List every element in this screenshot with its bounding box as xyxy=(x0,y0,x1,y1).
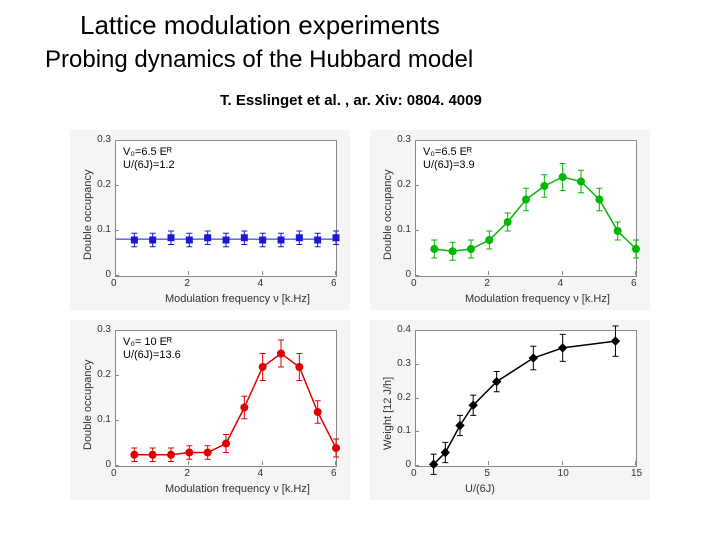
y-tick: 0.2 xyxy=(97,369,111,380)
x-tick: 4 xyxy=(258,278,264,289)
slide-subtitle: Probing dynamics of the Hubbard model xyxy=(45,46,473,74)
attribution-text: T. Esslinget et al. , ar. Xiv: 0804. 400… xyxy=(220,92,482,109)
chart-panel-top_right: Double occupancy Modulation frequency ν [… xyxy=(370,130,650,310)
y-axis-label: Weight [12 J/h] xyxy=(382,377,394,450)
x-tick: 0 xyxy=(411,468,417,479)
figure-area: Double occupancy Modulation frequency ν [… xyxy=(70,130,650,510)
y-tick: 0.1 xyxy=(397,425,411,436)
chart-panel-bottom_left: Double occupancy Modulation frequency ν [… xyxy=(70,320,350,500)
x-tick: 0 xyxy=(111,468,117,479)
panel-inset-text: V₀=6.5 EᴿU/(6J)=1.2 xyxy=(123,146,175,172)
y-tick: 0.2 xyxy=(397,179,411,190)
x-tick: 4 xyxy=(258,468,264,479)
y-tick: 0.2 xyxy=(397,392,411,403)
y-tick: 0 xyxy=(405,459,411,470)
x-axis-label: Modulation frequency ν [k.Hz] xyxy=(465,293,610,305)
y-axis-label: Double occupancy xyxy=(82,169,94,260)
y-tick: 0.2 xyxy=(97,179,111,190)
y-axis-label: Double occupancy xyxy=(382,169,394,260)
x-tick: 15 xyxy=(631,468,642,479)
y-tick: 0.4 xyxy=(397,324,411,335)
y-tick: 0.3 xyxy=(97,134,111,145)
chart-panel-bottom_right: Weight [12 J/h] U/(6J) 0 5 10 15 0 0.1 0.2 0.3 0.4 xyxy=(370,320,650,500)
slide-title: Lattice modulation experiments xyxy=(80,10,440,41)
y-tick: 0.1 xyxy=(97,224,111,235)
panel-inset-text: V₀=6.5 EᴿU/(6J)=3.9 xyxy=(423,146,475,172)
panel-inset-text: V₀= 10 EᴿU/(6J)=13.6 xyxy=(123,336,181,362)
y-tick: 0 xyxy=(105,459,111,470)
x-axis-label: U/(6J) xyxy=(465,483,495,495)
y-tick: 0 xyxy=(405,269,411,280)
x-axis-label: Modulation frequency ν [k.Hz] xyxy=(165,483,310,495)
x-tick: 2 xyxy=(184,468,190,479)
x-axis-label: Modulation frequency ν [k.Hz] xyxy=(165,293,310,305)
x-tick: 0 xyxy=(411,278,417,289)
x-tick: 2 xyxy=(484,278,490,289)
x-tick: 6 xyxy=(331,468,337,479)
x-tick: 6 xyxy=(331,278,337,289)
y-tick: 0.3 xyxy=(97,324,111,335)
x-tick: 0 xyxy=(111,278,117,289)
y-tick: 0 xyxy=(105,269,111,280)
x-tick: 5 xyxy=(484,468,490,479)
y-axis-label: Double occupancy xyxy=(82,359,94,450)
x-tick: 2 xyxy=(184,278,190,289)
plot-area xyxy=(415,330,637,467)
x-tick: 10 xyxy=(558,468,569,479)
data-svg xyxy=(416,331,636,466)
chart-panel-top_left: Double occupancy Modulation frequency ν [… xyxy=(70,130,350,310)
x-tick: 6 xyxy=(631,278,637,289)
y-tick: 0.1 xyxy=(97,414,111,425)
y-tick: 0.3 xyxy=(397,134,411,145)
x-tick: 4 xyxy=(558,278,564,289)
y-tick: 0.1 xyxy=(397,224,411,235)
y-tick: 0.3 xyxy=(397,358,411,369)
